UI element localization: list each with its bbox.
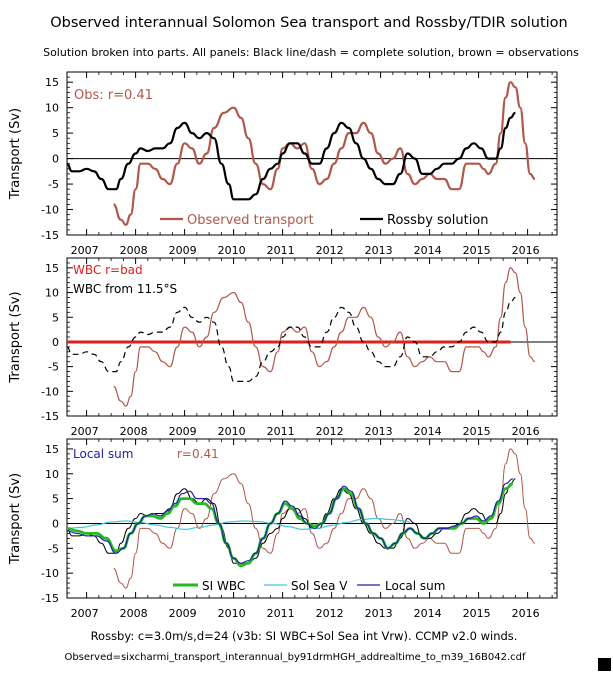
x-tick-label: 2013 [365, 425, 393, 438]
legend-localsum-label: Local sum [385, 579, 445, 593]
series-siwbc-line [66, 482, 514, 568]
y-tick-label: 10 [45, 468, 59, 481]
x-tick-label: 2012 [316, 244, 344, 257]
x-tick-label: 2009 [169, 425, 197, 438]
y-tick-label: -5 [48, 178, 59, 191]
y-tick-label: 0 [52, 153, 59, 166]
annotation-local-r: r=0.41 [177, 447, 219, 461]
x-tick-label: 2010 [218, 607, 246, 620]
series-rossby-line [66, 111, 516, 201]
annotation-wbc-r: WBC r=bad [73, 263, 143, 277]
series-rossby-line [66, 296, 516, 382]
panel-bottom: 15 10 5 0 -5 -10 -15 2007 2008 2009 2010 2011 2012 20… [8, 438, 558, 620]
y-tick-label: -15 [41, 229, 59, 242]
annotation-local-sum: Local sum [73, 447, 133, 461]
series-rossby-line [66, 478, 516, 564]
y-axis-label: Transport (Sv) [8, 108, 23, 200]
series-obs-line [113, 267, 536, 407]
x-tick-label: 2007 [71, 244, 99, 257]
legend-observed-label: Observed transport [187, 213, 314, 228]
footer-line2: Observed=sixcharmi_transport_interannual… [64, 652, 526, 663]
x-tick-label: 2015 [463, 244, 491, 257]
corner-marker [598, 658, 611, 671]
panel-middle: 15 10 5 0 -5 -10 -15 2007 2008 2009 2010 2011 2012 20… [8, 257, 558, 438]
y-tick-label: 15 [45, 262, 59, 275]
x-tick-label: 2015 [463, 425, 491, 438]
plot-frame [66, 438, 558, 599]
series-obs-line [113, 81, 536, 226]
y-axis-label: Transport (Sv) [8, 473, 23, 565]
y-axis-label: Transport (Sv) [8, 291, 23, 383]
y-tick-label: 15 [45, 76, 59, 89]
x-tick-label: 2007 [71, 425, 99, 438]
legend-siwbc-label: SI WBC [202, 579, 245, 593]
x-tick-label: 2009 [169, 607, 197, 620]
series-obs-line [113, 448, 536, 589]
annotation-wbc-from: WBC from 11.5°S [73, 282, 177, 296]
series-localsum-line [66, 478, 513, 564]
annotation-obs-r: Obs: r=0.41 [74, 88, 153, 103]
x-tick-label: 2011 [267, 244, 295, 257]
x-tick-label: 2010 [218, 244, 246, 257]
y-tick-label: -15 [41, 592, 59, 605]
panels: 15 10 5 0 -5 -10 -15 2007 2008 2009 2010 2011 2012 20… [8, 71, 558, 620]
y-tick-label: 0 [52, 336, 59, 349]
x-tick-label: 2007 [71, 607, 99, 620]
y-tick-label: 0 [52, 517, 59, 530]
y-tick-label: 10 [45, 102, 59, 115]
series-solsea-line [66, 517, 411, 530]
y-tick-label: -5 [48, 542, 59, 555]
x-tick-label: 2014 [414, 607, 442, 620]
x-tick-label: 2008 [120, 607, 148, 620]
legend-solsea-label: Sol Sea V [291, 579, 348, 593]
x-tick-label: 2014 [414, 425, 442, 438]
x-tick-label: 2011 [267, 607, 295, 620]
x-tick-label: 2011 [267, 425, 295, 438]
legend-rossby-label: Rossby solution [387, 213, 489, 228]
x-tick-label: 2015 [463, 607, 491, 620]
x-tick-label: 2012 [316, 607, 344, 620]
x-tick-label: 2008 [120, 244, 148, 257]
footer-line1: Rossby: c=3.0m/s,d=24 (v3b: SI WBC+Sol S… [91, 629, 518, 643]
y-tick-label: 15 [45, 443, 59, 456]
y-tick-label: -10 [41, 204, 59, 217]
y-tick-label: 5 [52, 493, 59, 506]
panel-top: 15 10 5 0 -5 -10 -15 2007 2008 2009 2010 2011 2012 20… [8, 71, 558, 257]
y-tick-label: -10 [41, 385, 59, 398]
figure-title: Observed interannual Solomon Sea transpo… [50, 15, 568, 31]
x-tick-label: 2014 [414, 244, 442, 257]
y-tick-label: -5 [48, 361, 59, 374]
x-tick-label: 2010 [218, 425, 246, 438]
figure-subtitle: Solution broken into parts. All panels: … [43, 46, 579, 59]
x-tick-label: 2008 [120, 425, 148, 438]
x-tick-label: 2013 [365, 244, 393, 257]
y-tick-label: 5 [52, 127, 59, 140]
y-tick-label: -15 [41, 410, 59, 423]
x-tick-label: 2016 [512, 425, 540, 438]
y-tick-label: -10 [41, 567, 59, 580]
x-tick-label: 2009 [169, 244, 197, 257]
y-tick-label: 10 [45, 287, 59, 300]
x-tick-label: 2016 [512, 607, 540, 620]
x-tick-label: 2012 [316, 425, 344, 438]
x-tick-label: 2013 [365, 607, 393, 620]
y-tick-label: 5 [52, 311, 59, 324]
x-tick-label: 2016 [512, 244, 540, 257]
